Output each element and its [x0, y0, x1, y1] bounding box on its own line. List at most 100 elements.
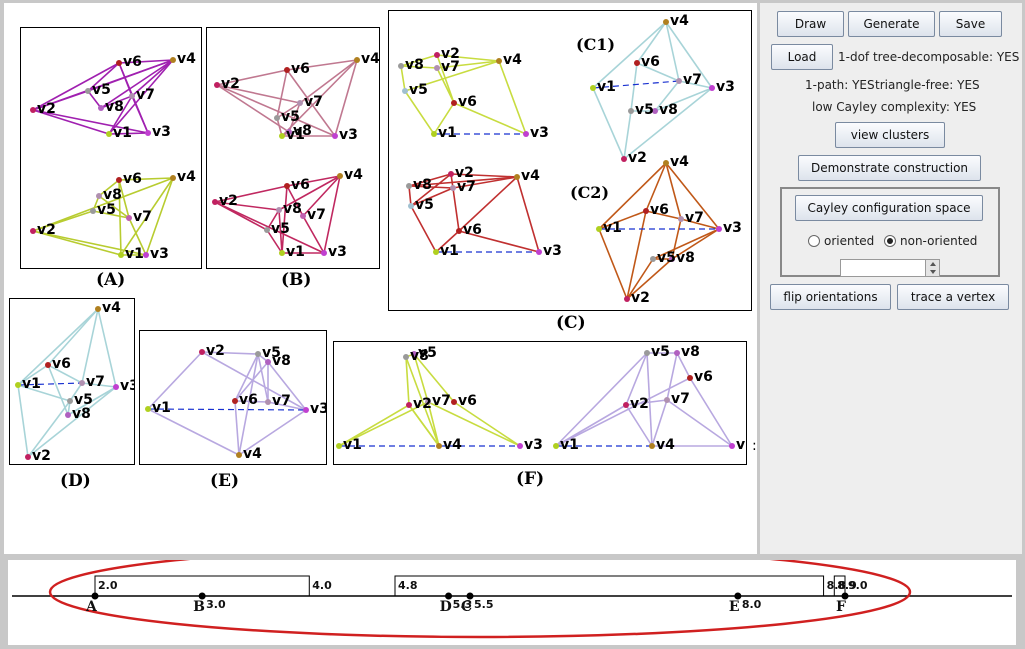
- vertex-v4[interactable]: [649, 443, 655, 449]
- vertex-v1[interactable]: [145, 406, 151, 412]
- vertex-v4[interactable]: [354, 57, 360, 63]
- vertex-v7[interactable]: [265, 399, 271, 405]
- vertex-v8[interactable]: [96, 193, 102, 199]
- vertex-v2[interactable]: [621, 156, 627, 162]
- vertex-v1[interactable]: [118, 252, 124, 258]
- vertex-v5[interactable]: [264, 227, 270, 233]
- vertex-v2[interactable]: [448, 171, 454, 177]
- cayley-configuration-space-button[interactable]: Cayley configuration space: [795, 195, 983, 221]
- vertex-v5[interactable]: [255, 351, 261, 357]
- vertex-v6[interactable]: [45, 362, 51, 368]
- vertex-v3[interactable]: [143, 252, 149, 258]
- vertex-v6[interactable]: [456, 228, 462, 234]
- vertex-v3[interactable]: [321, 250, 327, 256]
- timeline-point-letter[interactable]: B: [193, 599, 205, 615]
- vertex-v3[interactable]: [709, 85, 715, 91]
- vertex-v8[interactable]: [674, 350, 680, 356]
- vertex-v3[interactable]: [729, 443, 735, 449]
- vertex-v7[interactable]: [126, 215, 132, 221]
- vertex-v1[interactable]: [279, 133, 285, 139]
- vertex-v5[interactable]: [274, 115, 280, 121]
- vertex-v5[interactable]: [67, 398, 73, 404]
- vertex-v7[interactable]: [664, 397, 670, 403]
- vertex-v4[interactable]: [170, 175, 176, 181]
- timeline-point-letter[interactable]: A: [86, 599, 97, 615]
- vertex-v8[interactable]: [652, 108, 658, 114]
- trace-vertex-button[interactable]: trace a vertex: [897, 284, 1009, 310]
- vertex-v3[interactable]: [145, 130, 151, 136]
- vertex-v5[interactable]: [85, 88, 91, 94]
- vertex-v4[interactable]: [436, 443, 442, 449]
- vertex-v6[interactable]: [451, 399, 457, 405]
- graph-canvas[interactable]: v6 v4 v5 v7 v2 v8 v1 v3 v6 v4 v8 v5 v7 v2 v1 v3 (A) v4 v…: [4, 3, 757, 554]
- vertex-v8[interactable]: [286, 129, 292, 135]
- vertex-v4[interactable]: [170, 57, 176, 63]
- vertex-v3[interactable]: [113, 384, 119, 390]
- vertex-v7[interactable]: [79, 380, 85, 386]
- view-clusters-button[interactable]: view clusters: [835, 122, 945, 148]
- vertex-v1[interactable]: [336, 443, 342, 449]
- demonstrate-construction-button[interactable]: Demonstrate construction: [798, 155, 981, 181]
- vertex-v7[interactable]: [434, 65, 440, 71]
- vertex-v6[interactable]: [116, 177, 122, 183]
- vertex-v8[interactable]: [265, 359, 271, 365]
- vertex-v3[interactable]: [523, 131, 529, 137]
- vertex-v2[interactable]: [406, 402, 412, 408]
- vertex-v7[interactable]: [300, 213, 306, 219]
- vertex-v1[interactable]: [433, 249, 439, 255]
- timeline-point-letter[interactable]: F: [836, 599, 846, 615]
- vertex-v4[interactable]: [337, 173, 343, 179]
- vertex-v5[interactable]: [628, 108, 634, 114]
- vertex-v7[interactable]: [676, 78, 682, 84]
- vertex-v2[interactable]: [199, 349, 205, 355]
- vertex-v4[interactable]: [663, 160, 669, 166]
- vertex-v1[interactable]: [279, 250, 285, 256]
- vertex-v5[interactable]: [402, 88, 408, 94]
- timeline-point-letter[interactable]: D: [439, 599, 452, 615]
- vertex-v3[interactable]: [303, 407, 309, 413]
- vertex-v8[interactable]: [403, 354, 409, 360]
- vertex-v2[interactable]: [212, 199, 218, 205]
- cayley-timeline[interactable]: 2.0 4.0 4.8 8.8 8.9 9.0 A B 3.0 D 5.3 C 5.5 E 8.0 F: [8, 545, 1016, 645]
- vertex-v6[interactable]: [284, 183, 290, 189]
- vertex-v3[interactable]: [536, 249, 542, 255]
- vertex-v5[interactable]: [408, 203, 414, 209]
- vertex-v6[interactable]: [116, 60, 122, 66]
- vertex-v4[interactable]: [514, 174, 520, 180]
- vertex-v6[interactable]: [232, 398, 238, 404]
- vertex-v2[interactable]: [214, 82, 220, 88]
- vertex-v3[interactable]: [716, 226, 722, 232]
- vertex-v7[interactable]: [129, 93, 135, 99]
- vertex-v5[interactable]: [644, 350, 650, 356]
- vertex-v5[interactable]: [650, 256, 656, 262]
- vertex-v8[interactable]: [98, 105, 104, 111]
- vertex-v6[interactable]: [687, 375, 693, 381]
- timeline-point-letter[interactable]: C: [461, 599, 473, 615]
- vertex-v5[interactable]: [411, 351, 417, 357]
- vertex-v2[interactable]: [623, 402, 629, 408]
- flip-orientations-button[interactable]: flip orientations: [770, 284, 891, 310]
- vertex-v1[interactable]: [590, 85, 596, 91]
- vertex-v2[interactable]: [30, 107, 36, 113]
- vertex-v4[interactable]: [95, 306, 101, 312]
- vertex-v3[interactable]: [332, 133, 338, 139]
- vertex-v8[interactable]: [406, 183, 412, 189]
- draw-button[interactable]: Draw: [777, 11, 844, 37]
- timeline-point-letter[interactable]: E: [728, 599, 740, 615]
- vertex-v1[interactable]: [431, 131, 437, 137]
- vertex-v7[interactable]: [425, 399, 431, 405]
- vertex-v6[interactable]: [284, 67, 290, 73]
- vertex-v2[interactable]: [624, 296, 630, 302]
- vertex-v1[interactable]: [553, 443, 559, 449]
- vertex-v4[interactable]: [663, 19, 669, 25]
- vertex-v8[interactable]: [65, 412, 71, 418]
- spinner-down-icon[interactable]: [930, 270, 936, 274]
- vertex-v2[interactable]: [30, 228, 36, 234]
- vertex-v4[interactable]: [236, 452, 242, 458]
- vertex-v3[interactable]: [517, 443, 523, 449]
- save-button[interactable]: Save: [939, 11, 1002, 37]
- vertex-v2[interactable]: [434, 52, 440, 58]
- vertex-v2[interactable]: [25, 454, 31, 460]
- vertex-v8[interactable]: [669, 256, 675, 262]
- generate-button[interactable]: Generate: [848, 11, 935, 37]
